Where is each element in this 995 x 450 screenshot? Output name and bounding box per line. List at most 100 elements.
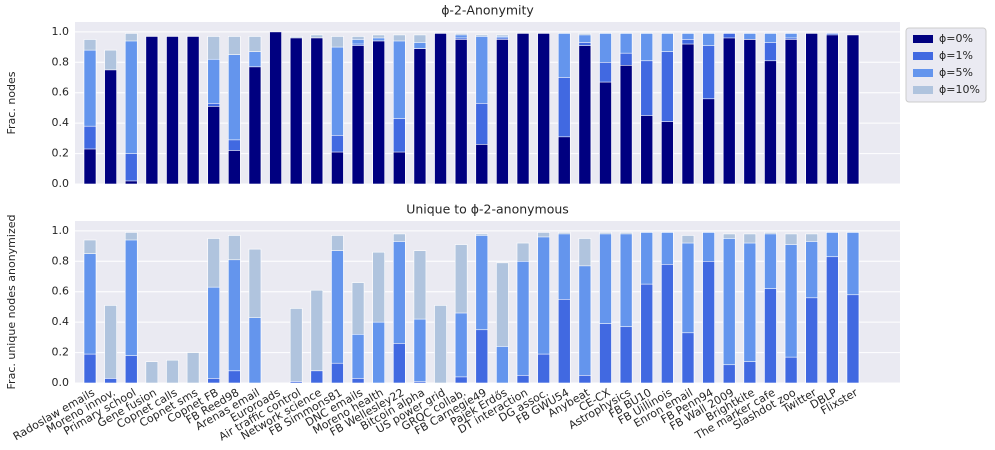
bar bbox=[331, 362, 344, 384]
bar bbox=[207, 378, 221, 384]
legend-label: ϕ=5% bbox=[939, 66, 973, 79]
bar bbox=[104, 305, 117, 384]
bar bbox=[846, 34, 860, 185]
bar bbox=[454, 39, 468, 185]
bar bbox=[104, 378, 117, 384]
bar bbox=[640, 283, 654, 384]
bar bbox=[578, 45, 592, 185]
y-tick-label: 0.2 bbox=[52, 346, 70, 359]
bar bbox=[557, 136, 571, 185]
bar bbox=[145, 361, 159, 384]
bar bbox=[743, 39, 757, 185]
bar bbox=[722, 37, 736, 185]
bar bbox=[764, 288, 777, 384]
legend-swatch bbox=[913, 35, 933, 43]
bar bbox=[454, 376, 468, 384]
bar bbox=[681, 43, 695, 185]
bar bbox=[661, 121, 674, 185]
bar bbox=[702, 261, 715, 384]
bar bbox=[599, 81, 612, 185]
bar bbox=[248, 66, 262, 185]
bar bbox=[640, 115, 654, 185]
bar bbox=[434, 305, 447, 384]
legend-label: ϕ=0% bbox=[939, 32, 973, 45]
bar bbox=[619, 326, 633, 384]
bar bbox=[228, 370, 241, 384]
bar bbox=[537, 353, 550, 384]
y-axis-label: Frac. unique nodes anonymized bbox=[5, 215, 18, 390]
bar bbox=[516, 375, 530, 384]
bar bbox=[578, 265, 592, 384]
bar bbox=[104, 69, 117, 185]
bar bbox=[392, 343, 406, 384]
bar bbox=[269, 31, 282, 185]
y-tick-label: 1.0 bbox=[52, 25, 70, 38]
bar bbox=[764, 60, 777, 185]
bar bbox=[186, 36, 200, 185]
bar bbox=[722, 364, 736, 384]
bar bbox=[496, 39, 509, 185]
bar bbox=[516, 33, 530, 185]
y-tick-label: 0.4 bbox=[52, 315, 70, 328]
bar bbox=[784, 39, 798, 185]
bar bbox=[722, 238, 736, 384]
bar bbox=[661, 264, 674, 384]
legend-swatch bbox=[913, 86, 933, 94]
bar bbox=[846, 294, 860, 384]
bar bbox=[289, 37, 303, 185]
bar bbox=[826, 256, 839, 384]
bar bbox=[207, 286, 221, 384]
bar bbox=[475, 329, 489, 384]
bar bbox=[392, 151, 406, 185]
y-tick-label: 0.6 bbox=[52, 285, 70, 298]
bar bbox=[289, 308, 303, 384]
bar bbox=[743, 361, 757, 384]
chart-title: ϕ-2-Anonymity bbox=[441, 3, 534, 18]
bar bbox=[434, 33, 447, 185]
bar bbox=[351, 45, 365, 185]
y-tick-label: 0.4 bbox=[52, 116, 70, 129]
y-axis-label: Frac. nodes bbox=[5, 71, 18, 134]
y-tick-label: 0.8 bbox=[52, 254, 70, 267]
bar bbox=[805, 297, 819, 384]
bar bbox=[310, 289, 324, 384]
bar bbox=[124, 153, 138, 185]
legend-label: ϕ=10% bbox=[939, 83, 980, 96]
bar bbox=[331, 151, 344, 185]
bar bbox=[166, 36, 179, 185]
bar bbox=[557, 299, 571, 384]
bar bbox=[599, 323, 612, 384]
bar bbox=[124, 355, 138, 384]
legend-label: ϕ=1% bbox=[939, 49, 973, 62]
bar bbox=[351, 334, 365, 384]
bar bbox=[702, 98, 715, 185]
bar bbox=[310, 370, 324, 384]
bar bbox=[578, 375, 592, 384]
chart-title: Unique to ϕ-2-anonymous bbox=[406, 202, 569, 217]
bar bbox=[413, 318, 427, 384]
y-tick-label: 0.8 bbox=[52, 55, 70, 68]
bar bbox=[372, 40, 385, 185]
bar bbox=[166, 359, 179, 384]
bar bbox=[83, 353, 97, 384]
y-tick-label: 0.2 bbox=[52, 147, 70, 160]
bar bbox=[475, 144, 489, 185]
y-tick-label: 1.0 bbox=[52, 224, 70, 237]
bar bbox=[784, 356, 798, 384]
bar bbox=[310, 37, 324, 185]
bar bbox=[454, 312, 468, 384]
legend-box bbox=[905, 27, 987, 103]
bar bbox=[248, 317, 262, 384]
bar bbox=[805, 33, 819, 185]
bar bbox=[186, 352, 200, 384]
bar bbox=[826, 34, 839, 185]
legend-swatch bbox=[913, 52, 933, 60]
bar bbox=[228, 259, 241, 384]
bar bbox=[619, 65, 633, 185]
bar bbox=[413, 48, 427, 185]
bar bbox=[289, 381, 303, 384]
y-tick-label: 0.6 bbox=[52, 86, 70, 99]
bar bbox=[228, 150, 241, 185]
y-tick-label: 0.0 bbox=[52, 376, 70, 389]
